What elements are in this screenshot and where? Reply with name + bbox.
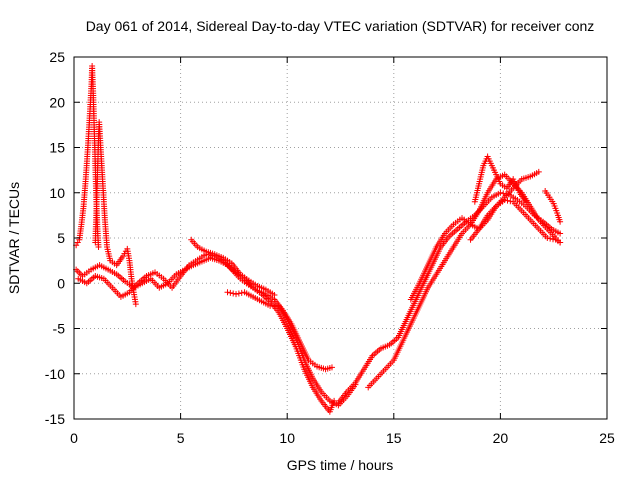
y-tick-label: 5 (57, 230, 65, 246)
data-point (328, 364, 335, 371)
data-point (233, 291, 240, 298)
data-point (507, 198, 514, 205)
data-point (271, 292, 278, 299)
data-point (557, 239, 564, 246)
data-point (132, 301, 139, 308)
y-tick-label: -5 (53, 321, 66, 337)
data-point (549, 236, 556, 243)
chart-title: Day 061 of 2014, Sidereal Day-to-day VTE… (86, 18, 595, 34)
series-track-10 (542, 187, 564, 225)
plot-frame (73, 56, 608, 420)
data-point (557, 218, 564, 225)
data-point (224, 289, 231, 296)
series-track-4 (224, 289, 359, 409)
series-track-5 (335, 189, 564, 406)
series-track-9 (471, 153, 529, 205)
y-tick-label: 20 (49, 94, 65, 110)
data-point (235, 290, 242, 297)
data-point (74, 268, 81, 275)
data-point (504, 197, 511, 204)
series-track-8 (467, 196, 564, 246)
x-tick-label: 10 (279, 430, 295, 446)
axis-ticks: 0 5 10 15 20 25 -15 -10 -5 0 5 10 15 20 25 (45, 49, 615, 446)
series-track-3 (188, 236, 278, 299)
data-point (544, 235, 551, 241)
data-point (95, 244, 102, 251)
x-tick-label: 0 (70, 430, 78, 446)
x-tick-label: 5 (177, 430, 185, 446)
y-tick-label: -15 (45, 411, 65, 427)
data-point (557, 230, 564, 237)
data-series (73, 63, 564, 415)
y-tick-label: 25 (49, 49, 65, 65)
y-tick-label: 10 (49, 185, 65, 201)
data-point (535, 168, 542, 175)
series-track-2 (75, 251, 335, 373)
data-point (230, 290, 237, 297)
x-tick-label: 25 (599, 430, 615, 446)
y-tick-label: 0 (57, 275, 65, 291)
y-tick-label: 15 (49, 140, 65, 156)
data-point (522, 198, 529, 205)
data-point (227, 289, 234, 296)
data-point (501, 196, 508, 203)
x-axis-label: GPS time / hours (287, 457, 394, 473)
data-point (497, 189, 504, 196)
data-point (76, 269, 83, 276)
data-point (547, 235, 554, 242)
x-tick-label: 15 (386, 430, 402, 446)
y-axis-label: SDTVAR / TECUs (6, 182, 22, 294)
series-track-6 (365, 171, 564, 391)
y-tick-label: -10 (45, 366, 65, 382)
x-tick-label: 20 (493, 430, 509, 446)
data-point (238, 289, 245, 296)
series-spike-b (92, 119, 139, 308)
grid-lines (74, 57, 607, 419)
